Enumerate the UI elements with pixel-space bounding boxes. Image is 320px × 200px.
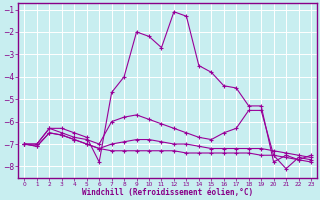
X-axis label: Windchill (Refroidissement éolien,°C): Windchill (Refroidissement éolien,°C)	[82, 188, 253, 197]
